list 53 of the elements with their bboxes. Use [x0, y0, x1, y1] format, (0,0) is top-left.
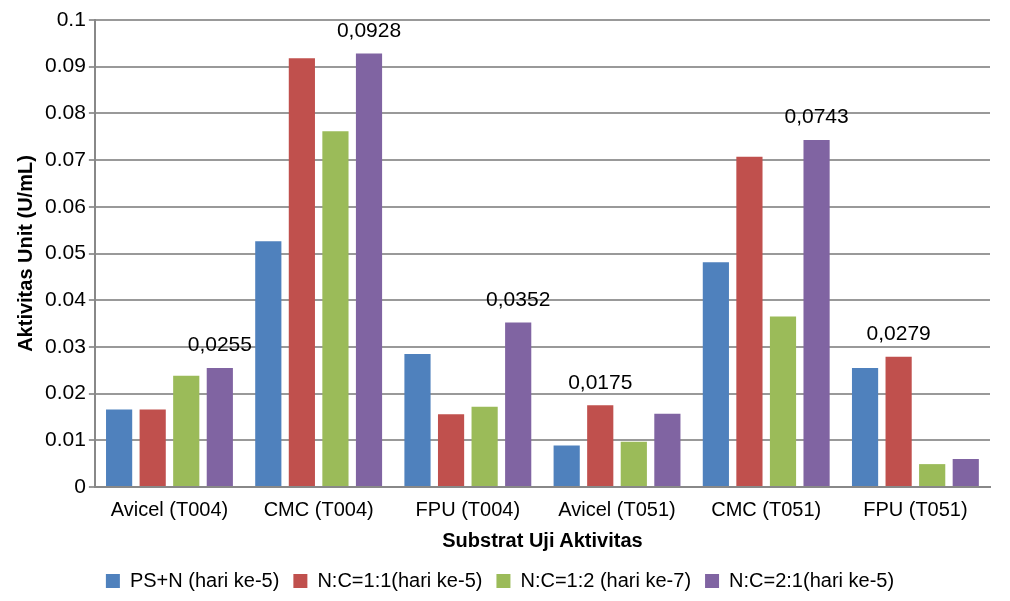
y-tick-label: 0.02	[45, 380, 86, 404]
x-axis-title: Substrat Uji Aktivitas	[442, 528, 643, 551]
x-tick-label: CMC (T051)	[711, 497, 822, 520]
y-tick-label: 0	[74, 473, 86, 497]
bar	[885, 356, 912, 486]
data-label: 0,0279	[866, 321, 931, 344]
y-tick-label: 0.08	[45, 100, 86, 124]
data-label: 0,0928	[336, 17, 402, 41]
data-label: 0,0743	[784, 104, 849, 128]
y-tick-label: 0.04	[45, 287, 87, 310]
legend-label: PS+N (hari ke-5)	[129, 568, 280, 591]
legend-label: N:C=1:1(hari ke-5)	[317, 568, 483, 591]
x-tick-label: Avicel (T004)	[110, 497, 229, 520]
data-label: 0,0175	[568, 369, 633, 393]
bar	[736, 156, 763, 486]
bar	[322, 131, 349, 486]
legend-label: N:C=2:1(hari ke-5)	[729, 568, 895, 591]
bar	[769, 316, 797, 486]
y-tick-label: 0.07	[45, 146, 86, 170]
x-tick-label: Avicel (T051)	[558, 497, 676, 520]
y-tick-label: 0.05	[45, 240, 86, 264]
y-tick-label: 0.1	[56, 6, 86, 30]
y-axis-title: Aktivitas Unit (U/mL)	[13, 155, 36, 352]
bar	[919, 464, 946, 486]
bar	[471, 406, 498, 486]
bar	[851, 367, 879, 486]
x-tick-label: FPU (T004)	[415, 497, 521, 520]
bar	[173, 375, 200, 486]
bar	[620, 441, 647, 486]
bar	[702, 262, 729, 486]
bar	[139, 409, 166, 486]
bar	[654, 413, 681, 486]
y-tick-label: 0.01	[45, 427, 86, 451]
bar	[106, 409, 133, 486]
bar	[206, 367, 233, 486]
legend-label: N:C=1:2 (hari ke-7)	[520, 568, 692, 591]
bar	[952, 458, 979, 486]
bar	[553, 445, 580, 486]
y-tick-label: 0.06	[45, 193, 86, 217]
bar	[803, 140, 830, 486]
bar	[404, 353, 431, 486]
bar	[437, 414, 465, 486]
y-tick-label: 0.09	[45, 53, 86, 77]
x-tick-label: FPU (T051)	[863, 497, 968, 520]
data-label: 0,0352	[486, 286, 551, 310]
y-tick-label: 0.03	[45, 333, 86, 357]
bar	[505, 322, 532, 486]
x-tick-label: CMC (T004)	[263, 497, 374, 520]
data-label: 0,0255	[187, 332, 252, 356]
bar	[355, 53, 383, 486]
bar	[587, 405, 614, 486]
bar	[288, 58, 315, 486]
bar	[255, 241, 282, 486]
